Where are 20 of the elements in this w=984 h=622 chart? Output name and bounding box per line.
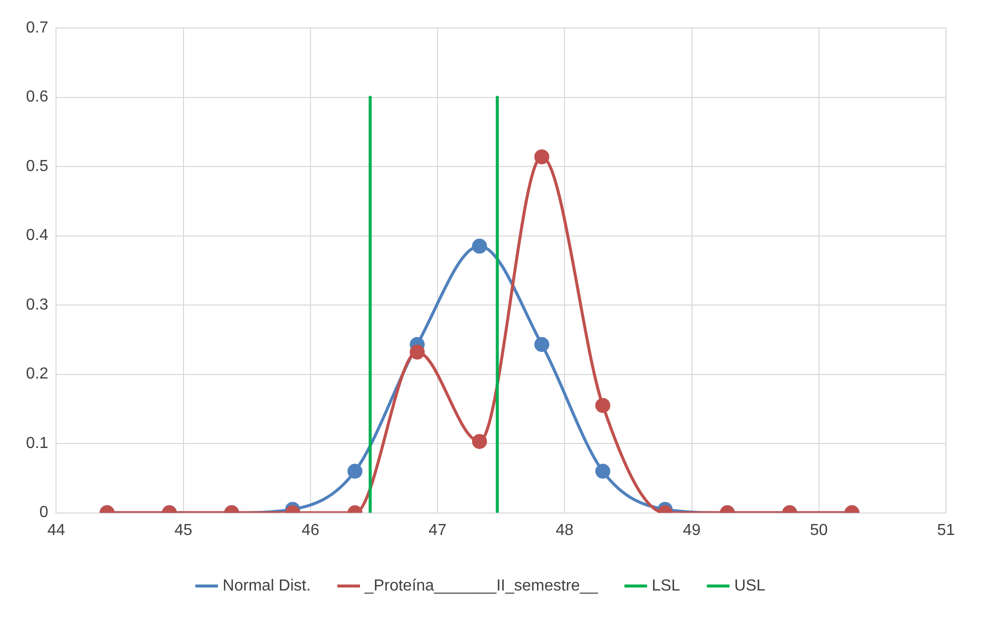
legend-label: USL — [734, 577, 766, 594]
x-tick-label: 51 — [937, 522, 955, 539]
y-tick-label: 0.1 — [26, 434, 48, 452]
y-tick-label: 0.6 — [26, 88, 48, 106]
x-tick-label: 48 — [556, 522, 574, 539]
x-tick-label: 45 — [174, 522, 192, 539]
y-tick-label: 0.3 — [26, 296, 48, 314]
y-tick-label: 0 — [39, 504, 48, 522]
x-tick-label: 44 — [47, 522, 66, 539]
legend-label: Normal Dist. — [222, 577, 311, 594]
y-tick-label: 0.4 — [26, 227, 48, 244]
x-tick-label: 46 — [302, 522, 320, 539]
legend-label: LSL — [652, 577, 680, 594]
y-tick-label: 0.5 — [26, 158, 48, 175]
x-tick-label: 50 — [810, 522, 828, 539]
legend-label: _Proteína_______II_semestre__ — [364, 577, 599, 594]
x-tick-label: 47 — [428, 522, 447, 539]
x-tick-label: 49 — [682, 522, 701, 539]
y-tick-label: 0.2 — [26, 366, 48, 383]
y-tick-label: 0.7 — [26, 19, 48, 36]
